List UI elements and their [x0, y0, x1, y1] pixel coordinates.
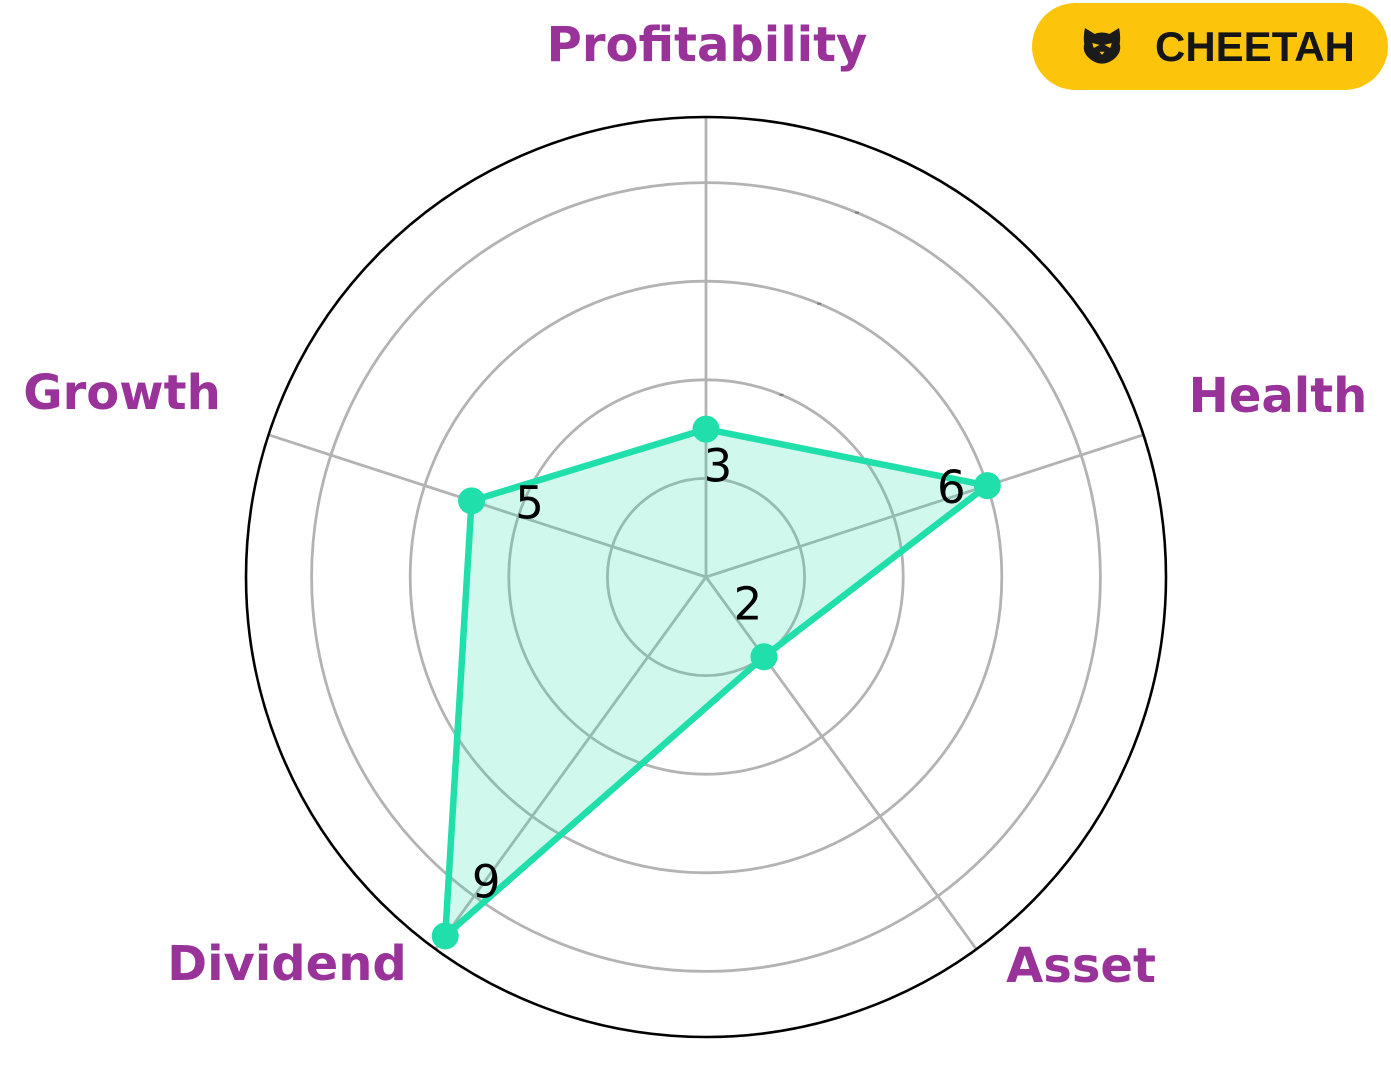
- badge-label: CHEETAH: [1155, 22, 1355, 70]
- category-label-asset: Asset: [1006, 938, 1156, 994]
- data-point-marker-growth: [458, 487, 486, 515]
- value-label-asset: 2: [734, 577, 763, 630]
- value-label-health: 6: [937, 461, 966, 514]
- data-polygon: [441, 425, 991, 940]
- cheetah-badge[interactable]: CHEETAH: [1032, 3, 1388, 90]
- category-label-health: Health: [1189, 368, 1368, 424]
- outer-ring: [244, 115, 1168, 1039]
- value-label-profitability: 3: [704, 440, 733, 493]
- category-label-profitability: Profitability: [547, 17, 868, 73]
- data-point-marker-dividend: [431, 922, 459, 950]
- data-point-marker-profitability: [692, 415, 720, 443]
- axis-spoke-dividend: [434, 576, 708, 950]
- value-label-dividend: 9: [472, 855, 501, 908]
- data-point-marker-health: [973, 472, 1001, 500]
- axis-spoke-growth: [268, 433, 707, 579]
- data-point-marker-asset: [750, 643, 778, 671]
- axis-spoke-health: [705, 433, 1144, 579]
- axis-spoke-asset: [704, 576, 978, 950]
- category-label-growth: Growth: [23, 365, 221, 421]
- value-label-growth: 5: [515, 476, 544, 529]
- cat-icon: [1078, 24, 1126, 70]
- category-label-dividend: Dividend: [167, 936, 406, 992]
